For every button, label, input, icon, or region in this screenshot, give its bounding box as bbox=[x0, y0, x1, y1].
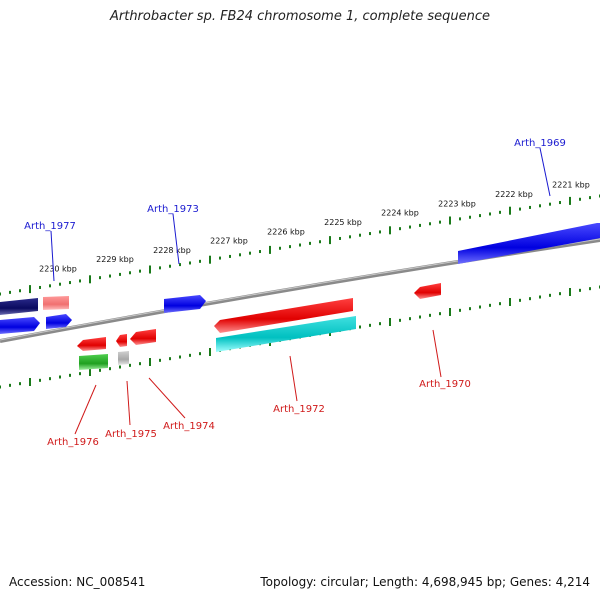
gene-label-arth-1972[interactable]: Arth_1972 bbox=[273, 404, 325, 415]
gene-arrow-arth-1970[interactable] bbox=[414, 283, 441, 299]
kbp-label: 2229 kbp bbox=[96, 255, 134, 264]
gene-label-arth-1977[interactable]: Arth_1977 bbox=[24, 221, 76, 232]
gene-arrow-arth-1975[interactable] bbox=[116, 334, 127, 347]
leader-arth-1973 bbox=[172, 213, 180, 265]
gene-features bbox=[0, 223, 600, 370]
gene-arrow-blue-left[interactable] bbox=[0, 317, 40, 334]
upper-tick-row bbox=[0, 194, 600, 296]
gene-block-pink[interactable] bbox=[43, 296, 69, 310]
kbp-label: 2230 kbp bbox=[39, 265, 77, 274]
kbp-label: 2224 kbp bbox=[381, 209, 419, 218]
gene-arrow-navy[interactable] bbox=[0, 298, 38, 315]
gene-label-arth-1974[interactable]: Arth_1974 bbox=[163, 421, 215, 432]
map-title: Arthrobacter sp. FB24 chromosome 1, comp… bbox=[109, 9, 491, 24]
gene-label-arth-1976[interactable]: Arth_1976 bbox=[47, 437, 99, 448]
gene-arrow-arth-1976[interactable] bbox=[77, 337, 106, 351]
gene-arrow-arth-1972[interactable] bbox=[214, 298, 353, 333]
gene-arrow-arth-1973[interactable] bbox=[164, 295, 206, 313]
kbp-label: 2222 kbp bbox=[495, 190, 533, 199]
label-leaders bbox=[50, 147, 551, 435]
leader-arth-1970 bbox=[432, 329, 442, 378]
gene-arrow-arth-1969[interactable] bbox=[458, 223, 600, 264]
leader-arth-1972 bbox=[289, 355, 298, 402]
kbp-label: 2223 kbp bbox=[438, 199, 476, 208]
leader-arth-1976 bbox=[74, 384, 97, 435]
kbp-label: 2228 kbp bbox=[153, 246, 191, 255]
leader-arth-1977 bbox=[50, 230, 55, 282]
leader-arth-1974 bbox=[148, 377, 186, 419]
kbp-label: 2226 kbp bbox=[267, 227, 305, 236]
kbp-label: 2225 kbp bbox=[324, 218, 362, 227]
leader-arth-1975 bbox=[126, 380, 131, 426]
leader-arth-1969 bbox=[539, 147, 551, 197]
gene-arrow-blue-small[interactable] bbox=[46, 314, 72, 329]
gene-label-arth-1970[interactable]: Arth_1970 bbox=[419, 379, 471, 390]
gene-labels: Arth_1969 Arth_1973 Arth_1977 Arth_1970 … bbox=[24, 138, 566, 448]
gene-arrow-arth-1974[interactable] bbox=[130, 329, 156, 345]
kbp-label-group: 2221 kbp 2222 kbp 2223 kbp 2224 kbp 2225 kbp… bbox=[39, 181, 590, 274]
gene-label-arth-1975[interactable]: Arth_1975 bbox=[105, 429, 157, 440]
gene-label-arth-1973[interactable]: Arth_1973 bbox=[147, 204, 199, 215]
gene-block-arth-1972-cyan[interactable] bbox=[216, 316, 356, 352]
kbp-label: 2221 kbp bbox=[552, 181, 590, 190]
summary-text: Topology: circular; Length: 4,698,945 bp… bbox=[260, 575, 590, 589]
gene-block-grey[interactable] bbox=[118, 351, 129, 365]
gene-block-green[interactable] bbox=[79, 354, 108, 370]
accession-text: Accession: NC_008541 bbox=[9, 575, 146, 589]
gene-label-arth-1969[interactable]: Arth_1969 bbox=[514, 138, 566, 149]
kbp-label: 2227 kbp bbox=[210, 237, 248, 246]
